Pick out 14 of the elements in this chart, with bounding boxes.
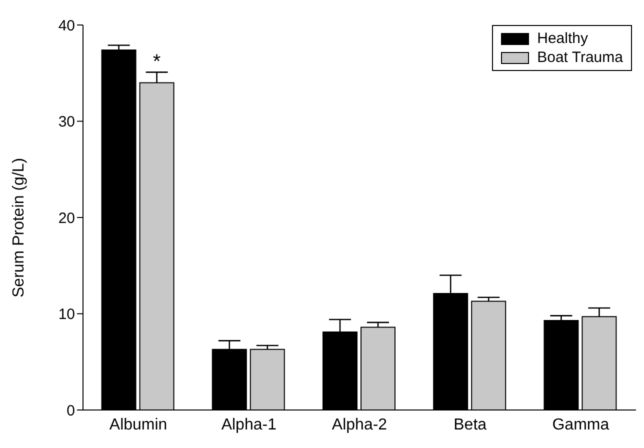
y-tick-label: 0 — [66, 402, 75, 420]
x-tick-label: Alpha-2 — [332, 416, 388, 434]
y-tick-label: 10 — [58, 306, 75, 324]
y-axis-title: Serum Protein (g/L) — [10, 158, 28, 298]
x-tick-label: Gamma — [552, 416, 610, 434]
x-tick-label: Beta — [454, 416, 487, 434]
legend-label: Boat Trauma — [537, 48, 623, 67]
x-tick-label: Albumin — [109, 416, 168, 434]
y-tick-label: 30 — [58, 114, 75, 131]
legend-label: Healthy — [537, 29, 588, 48]
x-tick-label: Alpha-1 — [221, 416, 277, 434]
annotation: * — [152, 51, 161, 74]
y-tick-label: 20 — [58, 210, 75, 227]
y-tick-label: 40 — [58, 17, 75, 34]
